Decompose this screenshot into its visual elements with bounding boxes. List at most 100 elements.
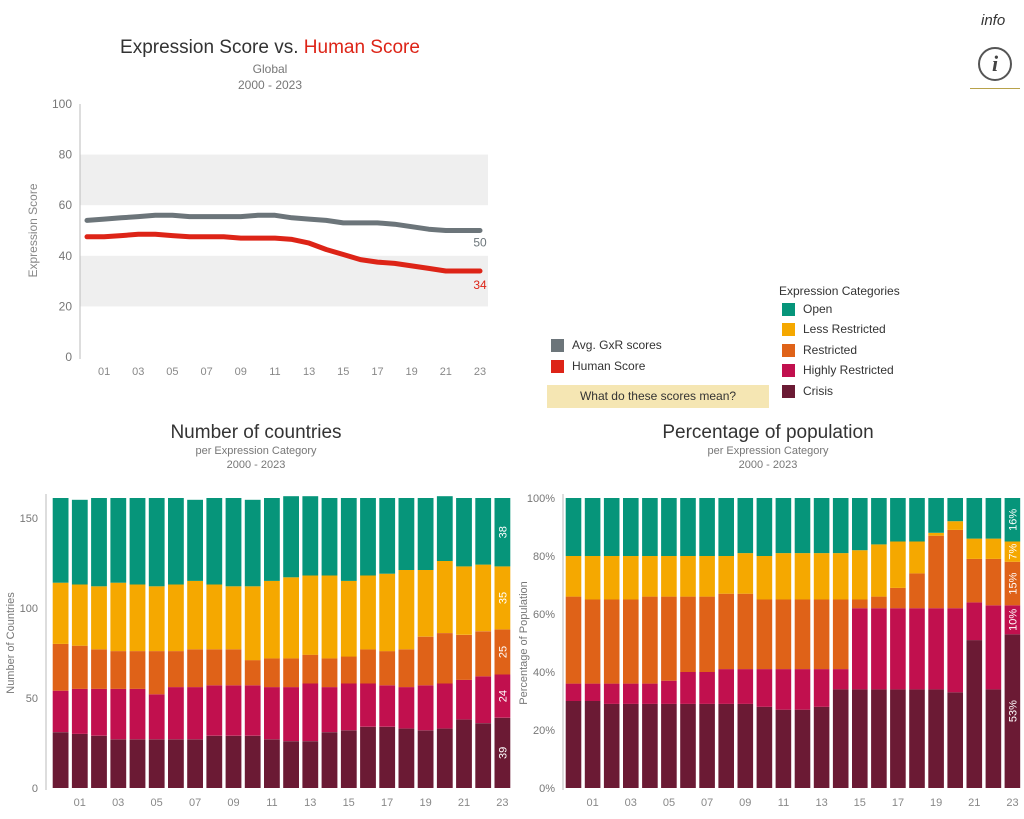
bar-crisis-2003: [110, 739, 127, 788]
bar-crisis-2000: [565, 701, 582, 788]
bar-restricted-2009: [737, 593, 754, 670]
bar-less-restricted-2003: [623, 556, 639, 600]
scores-meaning-button[interactable]: What do these scores mean?: [547, 385, 769, 408]
x-tick-label: 11: [266, 797, 277, 809]
bar-open-2016: [871, 498, 887, 545]
bar-less-restricted-2009: [737, 553, 754, 594]
bar-open-2012: [283, 496, 299, 578]
info-label: info: [981, 12, 1006, 29]
bar-crisis-2019: [417, 730, 434, 788]
bar-less-restricted-2007: [187, 580, 203, 650]
bar-restricted-2022: [475, 631, 492, 677]
categories-legend-title: Expression Categories: [779, 284, 900, 298]
bar-highly-restricted-2013: [302, 683, 319, 742]
bar-highly-restricted-2010: [244, 685, 261, 736]
bar-highly-restricted-2022: [475, 676, 492, 724]
countries-chart-period: 2000 - 2023: [226, 459, 286, 471]
bar-less-restricted-2012: [283, 577, 299, 659]
legend-label-human: Human Score: [572, 359, 646, 373]
x-tick-label: 21: [968, 797, 980, 809]
bar-highly-restricted-2001: [584, 683, 601, 701]
bar-highly-restricted-2014: [321, 687, 338, 733]
x-tick-label: 21: [440, 366, 452, 378]
bar-less-restricted-2006: [680, 556, 696, 597]
x-tick-label: 13: [304, 797, 316, 809]
bar-crisis-2004: [129, 739, 146, 788]
x-tick-label: 11: [778, 797, 789, 809]
x-tick-label: 05: [663, 797, 675, 809]
bar-restricted-2019: [417, 636, 434, 686]
bar-crisis-2005: [661, 703, 677, 788]
bar-open-2005: [661, 498, 677, 556]
bar-restricted-2023: [494, 629, 511, 675]
bar-crisis-2017: [379, 726, 396, 788]
x-tick-label: 23: [1006, 797, 1018, 809]
bar-less-restricted-2018: [909, 541, 925, 574]
x-tick-label: 23: [474, 366, 486, 378]
x-tick-label: 09: [235, 366, 247, 378]
bar-crisis-2017: [890, 689, 906, 788]
bar-highly-restricted-2009: [225, 685, 242, 736]
bar-crisis-2021: [456, 719, 472, 788]
bar-highly-restricted-2016: [360, 683, 376, 727]
y-tick-label: 150: [20, 513, 38, 525]
bar-open-2009: [225, 498, 242, 587]
bar-highly-restricted-2007: [187, 687, 203, 740]
bar-open-2018: [398, 498, 415, 570]
y-axis-label: Number of Countries: [5, 592, 17, 694]
bar-highly-restricted-2003: [110, 688, 127, 740]
x-tick-label: 15: [337, 366, 349, 378]
bar-crisis-2018: [909, 689, 925, 788]
bar-crisis-2002: [603, 703, 620, 788]
bar-open-2001: [71, 499, 88, 585]
data-label-less-restricted: 35: [497, 592, 509, 604]
bar-highly-restricted-2001: [71, 688, 88, 734]
bar-crisis-2006: [680, 703, 696, 788]
info-icon[interactable]: i: [978, 47, 1012, 81]
legend-item-restricted: Restricted: [782, 343, 857, 357]
bar-crisis-2014: [321, 732, 338, 788]
end-label-human-score: 34: [473, 278, 487, 292]
bar-restricted-2013: [302, 654, 319, 684]
grid-band: [80, 154, 488, 206]
bar-restricted-2000: [565, 596, 582, 684]
bar-crisis-2009: [225, 735, 242, 788]
x-tick-label: 01: [98, 366, 110, 378]
y-tick-label: 20%: [533, 725, 555, 737]
bar-crisis-2016: [360, 726, 376, 788]
bar-crisis-2020: [947, 692, 963, 788]
x-tick-label: 15: [854, 797, 866, 809]
bar-less-restricted-2010: [756, 556, 773, 600]
bar-open-2018: [909, 498, 925, 542]
bar-highly-restricted-2002: [603, 683, 620, 704]
bar-less-restricted-2019: [417, 570, 434, 637]
x-tick-label: 13: [815, 797, 827, 809]
bar-restricted-2017: [890, 587, 906, 609]
bar-open-2013: [302, 496, 319, 576]
bar-open-2004: [129, 498, 146, 585]
bar-crisis-2010: [244, 735, 261, 788]
bar-open-2016: [360, 498, 376, 576]
x-tick-label: 11: [269, 366, 280, 378]
bar-crisis-2011: [775, 709, 792, 788]
bar-crisis-2000: [52, 732, 69, 788]
bar-less-restricted-2020: [947, 521, 963, 530]
bar-highly-restricted-2015: [852, 608, 868, 690]
x-tick-label: 19: [406, 366, 418, 378]
bar-highly-restricted-2019: [417, 685, 434, 731]
countries-chart-subtitle: per Expression Category: [195, 445, 317, 457]
bar-less-restricted-2023: [494, 566, 511, 630]
grid-band: [80, 255, 488, 307]
bar-open-2020: [947, 498, 963, 522]
bar-restricted-2007: [187, 649, 203, 688]
bar-less-restricted-2001: [71, 584, 88, 646]
bar-highly-restricted-2020: [947, 608, 963, 693]
bar-crisis-2003: [623, 703, 639, 788]
bar-restricted-2005: [148, 651, 165, 695]
bar-open-2007: [699, 498, 715, 556]
bar-crisis-2012: [283, 741, 299, 788]
legend-label-restricted: Restricted: [803, 343, 858, 357]
bar-restricted-2023: [1004, 561, 1021, 606]
bar-restricted-2022: [985, 558, 1002, 606]
bar-restricted-2015: [852, 599, 868, 609]
